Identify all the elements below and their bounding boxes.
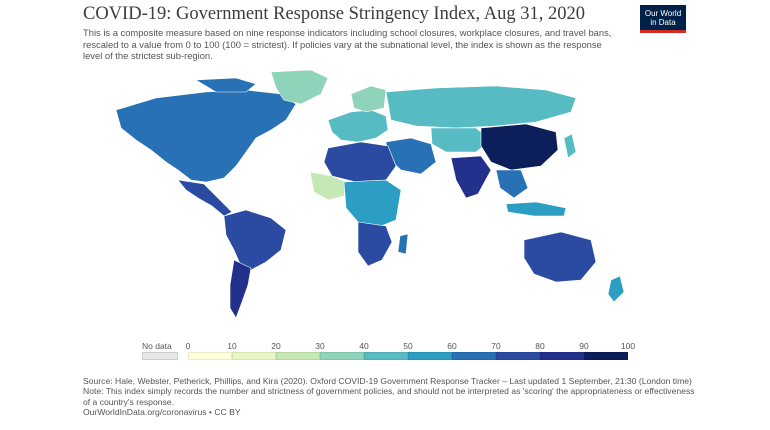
region-madagascar[interactable]	[397, 233, 409, 255]
footer-link[interactable]: OurWorldInData.org/coronavirus • CC BY	[83, 407, 241, 418]
legend-bin-1[interactable]	[232, 352, 276, 360]
legend-tick-label: 90	[579, 341, 589, 351]
legend-bin-4[interactable]	[364, 352, 408, 360]
world-map	[96, 69, 656, 335]
region-china[interactable]	[480, 123, 559, 171]
legend-tick-label: 100	[620, 341, 636, 351]
legend-bin-0[interactable]	[188, 352, 232, 360]
chart-subtitle: This is a composite measure based on nin…	[83, 27, 612, 62]
region-indonesia[interactable]	[505, 201, 567, 217]
region-new-zealand[interactable]	[607, 275, 625, 303]
legend-no-data-swatch[interactable]	[142, 352, 178, 360]
legend-tick-label: 20	[271, 341, 281, 351]
legend-bin-8[interactable]	[540, 352, 584, 360]
region-south-america[interactable]	[223, 209, 287, 271]
region-central-america[interactable]	[177, 179, 233, 217]
legend-bin-7[interactable]	[496, 352, 540, 360]
region-europe[interactable]	[327, 109, 389, 143]
legend-tick-label: 30	[315, 341, 325, 351]
region-argentina[interactable]	[229, 259, 252, 319]
region-north-africa[interactable]	[323, 141, 397, 183]
legend-bin-9[interactable]	[584, 352, 628, 360]
legend-bin-6[interactable]	[452, 352, 496, 360]
region-australia[interactable]	[523, 231, 597, 283]
legend-tick-label: 80	[535, 341, 545, 351]
chart-footer: Source: Hale, Webster, Petherick, Philli…	[83, 376, 703, 418]
footer-source: Source: Hale, Webster, Petherick, Philli…	[83, 376, 692, 386]
legend-tick-label: 70	[491, 341, 501, 351]
legend-tick-label: 60	[447, 341, 457, 351]
footer-note: Note: This index simply records the numb…	[83, 386, 695, 407]
region-central-asia[interactable]	[430, 127, 492, 153]
legend-tick-label: 50	[403, 341, 413, 351]
region-north-america[interactable]	[115, 89, 297, 183]
legend-tick-label: 0	[185, 341, 191, 351]
region-southern-africa[interactable]	[357, 221, 393, 267]
region-central-africa[interactable]	[343, 179, 402, 229]
region-greenland[interactable]	[270, 69, 329, 105]
legend-bin-3[interactable]	[320, 352, 364, 360]
logo-line-2: in Data	[650, 18, 676, 27]
region-japan[interactable]	[563, 133, 577, 159]
region-india[interactable]	[450, 155, 492, 199]
owid-logo[interactable]: Our World in Data	[640, 5, 686, 33]
region-russia[interactable]	[385, 85, 577, 129]
world-map-svg	[115, 69, 625, 319]
legend-tick-label: 40	[359, 341, 369, 351]
color-legend: No data 0 10 20 30 40 50 60 70 80 90 100	[140, 340, 635, 362]
logo-line-1: Our World	[644, 9, 682, 18]
region-west-africa[interactable]	[309, 171, 347, 201]
legend-bin-5[interactable]	[408, 352, 452, 360]
region-southeast-asia[interactable]	[495, 169, 529, 199]
legend-tick-label: 10	[227, 341, 237, 351]
legend-no-data-label: No data	[142, 341, 172, 351]
chart-title: COVID-19: Government Response Stringency…	[83, 4, 586, 24]
region-scandinavia[interactable]	[350, 85, 387, 113]
region-north-america-north[interactable]	[194, 77, 257, 93]
legend-bin-2[interactable]	[276, 352, 320, 360]
